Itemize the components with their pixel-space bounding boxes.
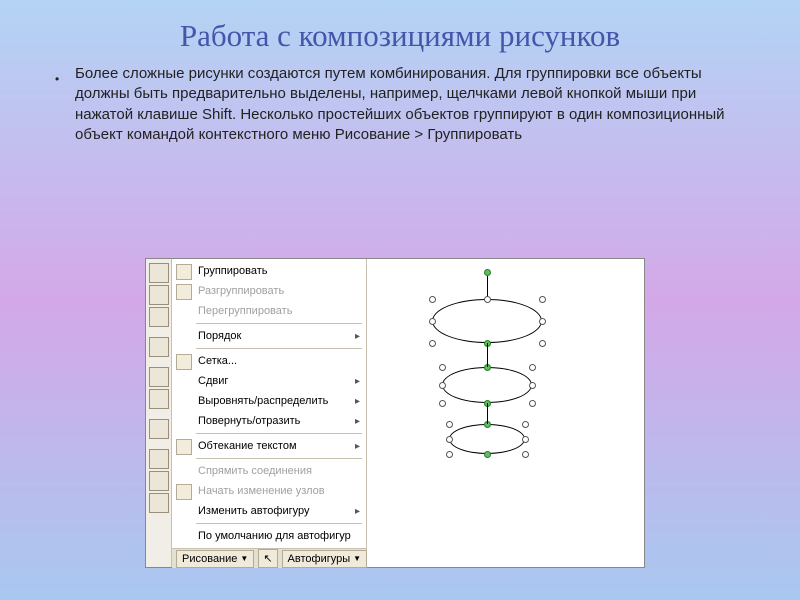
submenu-arrow-icon: ▸ <box>355 396 360 407</box>
selection-handle[interactable] <box>529 400 536 407</box>
toolbar-icon[interactable] <box>149 493 169 513</box>
menu-item-label: Группировать <box>198 265 268 277</box>
selection-handle[interactable] <box>539 296 546 303</box>
toolbar-icon[interactable] <box>149 263 169 283</box>
menu-separator <box>196 348 362 349</box>
menu-separator <box>196 323 362 324</box>
menu-separator <box>196 458 362 459</box>
menu-list: Группировать Разгруппировать Перегруппиров… <box>172 259 366 548</box>
menu-item-icon <box>176 354 192 370</box>
menu-item-label: Спрямить соединения <box>198 465 312 477</box>
menu-item-icon <box>176 484 192 500</box>
selection-handle[interactable] <box>429 340 436 347</box>
selection-handle[interactable] <box>529 382 536 389</box>
toolbar-icon[interactable] <box>149 419 169 439</box>
menu-item-icon <box>176 439 192 455</box>
autoshapes-label: Автофигуры <box>288 553 351 565</box>
submenu-arrow-icon: ▸ <box>355 441 360 452</box>
menu-item-icon <box>176 284 192 300</box>
menu-separator <box>196 523 362 524</box>
drawing-toolbar: Рисование ▼ ↖ Автофигуры ▼ <box>172 548 366 568</box>
menu-item-label: Разгруппировать <box>198 285 284 297</box>
context-menu: Группировать Разгруппировать Перегруппиров… <box>172 259 367 567</box>
left-toolbar <box>146 259 172 567</box>
toolbar-icon[interactable] <box>149 307 169 327</box>
selection-handle[interactable] <box>429 296 436 303</box>
menu-item-label: Выровнять/распределить <box>198 395 328 407</box>
menu-separator <box>196 433 362 434</box>
submenu-arrow-icon: ▸ <box>355 331 360 342</box>
selection-handle[interactable] <box>446 451 453 458</box>
drawing-label: Рисование <box>182 553 237 565</box>
menu-item-label: По умолчанию для автофигур <box>198 530 351 542</box>
menu-item[interactable]: Изменить автофигуру ▸ <box>172 501 366 521</box>
rotate-handle[interactable] <box>484 451 491 458</box>
menu-item-label: Изменить автофигуру <box>198 505 310 517</box>
toolbar-icon[interactable] <box>149 337 169 357</box>
dropdown-icon: ▼ <box>240 554 248 563</box>
menu-item: Разгруппировать <box>172 281 366 301</box>
menu-item[interactable]: Сдвиг ▸ <box>172 371 366 391</box>
menu-item: Перегруппировать <box>172 301 366 321</box>
drawing-canvas <box>367 259 644 567</box>
menu-item: Спрямить соединения <box>172 461 366 481</box>
selection-handle[interactable] <box>539 318 546 325</box>
menu-item[interactable]: Выровнять/распределить ▸ <box>172 391 366 411</box>
ellipse-shape[interactable] <box>449 424 525 454</box>
selection-handle[interactable] <box>439 364 446 371</box>
bullet-icon: • <box>55 71 59 87</box>
connector-line <box>487 403 488 424</box>
selection-handle[interactable] <box>522 451 529 458</box>
menu-item-label: Обтекание текстом <box>198 440 297 452</box>
menu-item[interactable]: По умолчанию для автофигур <box>172 526 366 546</box>
connector-line <box>487 343 488 367</box>
menu-item-label: Сетка... <box>198 355 237 367</box>
body-text: Более сложные рисунки создаются путем ко… <box>75 65 725 143</box>
menu-item-label: Перегруппировать <box>198 305 292 317</box>
toolbar-icon[interactable] <box>149 285 169 305</box>
menu-item[interactable]: Повернуть/отразить ▸ <box>172 411 366 431</box>
autoshapes-button[interactable]: Автофигуры ▼ <box>282 550 368 568</box>
selection-handle[interactable] <box>439 382 446 389</box>
dropdown-icon: ▼ <box>353 554 361 563</box>
toolbar-icon[interactable] <box>149 389 169 409</box>
menu-item[interactable]: Обтекание текстом ▸ <box>172 436 366 456</box>
submenu-arrow-icon: ▸ <box>355 416 360 427</box>
menu-item-label: Сдвиг <box>198 375 228 387</box>
toolbar-icon[interactable] <box>149 449 169 469</box>
selection-handle[interactable] <box>439 400 446 407</box>
selection-handle[interactable] <box>529 364 536 371</box>
menu-item[interactable]: Порядок ▸ <box>172 326 366 346</box>
menu-item-label: Начать изменение узлов <box>198 485 325 497</box>
ellipse-shape[interactable] <box>432 299 542 343</box>
menu-item[interactable]: Группировать <box>172 261 366 281</box>
slide-title: Работа с композициями рисунков <box>0 0 800 64</box>
menu-item-icon <box>176 264 192 280</box>
submenu-arrow-icon: ▸ <box>355 506 360 517</box>
menu-item[interactable]: Сетка... <box>172 351 366 371</box>
selection-handle[interactable] <box>522 421 529 428</box>
toolbar-icon[interactable] <box>149 367 169 387</box>
selection-handle[interactable] <box>446 421 453 428</box>
ellipse-shape[interactable] <box>442 367 532 403</box>
selection-handle[interactable] <box>446 436 453 443</box>
menu-item-label: Повернуть/отразить <box>198 415 300 427</box>
toolbar-icon[interactable] <box>149 471 169 491</box>
drawing-menu-button[interactable]: Рисование ▼ <box>176 550 254 568</box>
selection-handle[interactable] <box>484 296 491 303</box>
selection-handle[interactable] <box>522 436 529 443</box>
selection-handle[interactable] <box>429 318 436 325</box>
rotate-handle[interactable] <box>484 269 491 276</box>
select-button[interactable]: ↖ <box>258 549 277 568</box>
selection-handle[interactable] <box>539 340 546 347</box>
menu-item: Начать изменение узлов <box>172 481 366 501</box>
screenshot-region: Группировать Разгруппировать Перегруппиров… <box>145 258 645 568</box>
submenu-arrow-icon: ▸ <box>355 376 360 387</box>
menu-item-label: Порядок <box>198 330 241 342</box>
body-paragraph: • Более сложные рисунки создаются путем … <box>0 64 800 145</box>
